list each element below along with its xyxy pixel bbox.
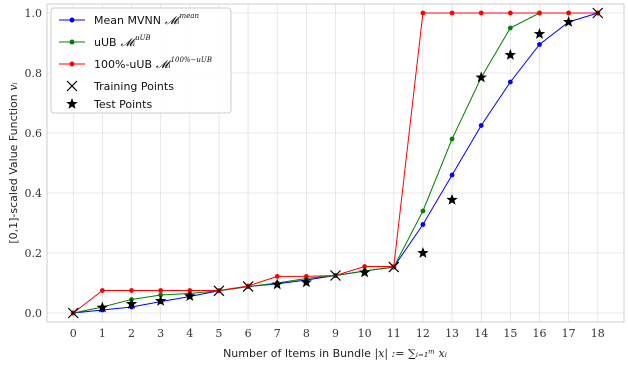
training-point xyxy=(242,281,254,293)
y-tick-label: 0.0 xyxy=(25,307,43,320)
point-uub xyxy=(507,25,513,31)
legend-label-100-uub: 100%-uUB 𝓜ᵢ100%−uUB xyxy=(94,56,212,71)
point-mean-mvnn xyxy=(478,123,484,128)
legend-label-mean-mvnn: Mean MVNN 𝓜ᵢmean xyxy=(94,12,199,27)
x-axis-label: Number of Items in Bundle |x| := ∑ᵢ₌₁ᵐ x… xyxy=(223,347,447,361)
y-tick-label: 0.4 xyxy=(25,187,43,200)
y-tick-label: 0.2 xyxy=(25,247,43,260)
legend-label-test-points: Test Points xyxy=(93,98,152,111)
x-tick-label: 13 xyxy=(445,327,459,340)
x-tick-label: 15 xyxy=(503,327,517,340)
x-tick-label: 18 xyxy=(591,327,605,340)
point-100-uub xyxy=(420,10,426,16)
training-point xyxy=(330,270,341,281)
x-tick-label: 7 xyxy=(274,327,281,340)
x-tick-label: 16 xyxy=(532,327,546,340)
x-tick-label: 11 xyxy=(387,327,401,340)
y-axis-label: [0,1]-scaled Value Function vᵢ xyxy=(7,82,20,243)
x-tick-label: 17 xyxy=(562,327,576,340)
legend-marker-100-uub xyxy=(69,61,75,67)
legend-item-mean-mvnn: Mean MVNN 𝓜ᵢmean xyxy=(59,12,199,27)
point-100-uub xyxy=(158,288,164,293)
y-tick-label: 0.6 xyxy=(25,127,43,140)
legend-marker-mean-mvnn xyxy=(69,17,75,23)
point-100-uub xyxy=(478,10,484,16)
legend-item-training-points: Training Points xyxy=(66,80,174,93)
test-point xyxy=(154,295,167,306)
x-tick-label: 14 xyxy=(474,327,488,340)
y-tick-label: 0.8 xyxy=(25,67,43,80)
point-mean-mvnn xyxy=(537,42,542,47)
x-tick-label: 10 xyxy=(358,327,372,340)
point-mean-mvnn xyxy=(449,172,455,178)
legend-marker-training-points xyxy=(66,80,78,92)
x-tick-label: 3 xyxy=(157,327,164,340)
legend: Mean MVNN 𝓜ᵢmean uUB 𝓜ᵢuUB 100%-uUB 𝓜ᵢ100%−… xyxy=(50,7,232,114)
legend-item-uub: uUB 𝓜ᵢuUB xyxy=(59,34,151,49)
x-tick-labels: 0 1 2 3 4 5 6 7 8 9 10 11 12 13 14 15 16 17 18 xyxy=(70,327,605,340)
point-uub xyxy=(158,292,164,298)
test-point xyxy=(562,16,575,27)
point-100-uub xyxy=(566,10,572,16)
training-point xyxy=(388,261,400,273)
point-100-uub xyxy=(362,264,368,269)
test-point xyxy=(358,266,371,278)
test-point xyxy=(271,278,283,290)
legend-marker-test-points xyxy=(66,98,78,109)
test-point xyxy=(125,298,138,309)
x-tick-label: 5 xyxy=(215,327,222,340)
x-tick-label: 9 xyxy=(332,327,339,340)
test-point xyxy=(96,301,109,313)
training-point xyxy=(592,7,604,19)
x-tick-label: 2 xyxy=(128,327,135,340)
point-100-uub xyxy=(507,10,513,16)
plot-frame xyxy=(46,3,625,323)
point-uub xyxy=(420,208,426,214)
legend-item-100-uub: 100%-uUB 𝓜ᵢ100%−uUB xyxy=(59,56,212,71)
markers xyxy=(67,7,604,319)
legend-label-uub: uUB 𝓜ᵢuUB xyxy=(94,34,151,49)
legend-box xyxy=(50,7,232,114)
point-uub xyxy=(449,136,455,142)
point-mean-mvnn xyxy=(507,79,513,85)
test-point xyxy=(184,290,196,302)
training-point xyxy=(213,285,225,297)
x-tick-label: 1 xyxy=(99,327,106,340)
point-100-uub xyxy=(99,288,105,293)
x-tick-label: 0 xyxy=(70,327,77,340)
point-mean-mvnn xyxy=(420,222,426,227)
x-tick-label: 6 xyxy=(245,327,252,340)
point-100-uub xyxy=(449,10,455,16)
test-point xyxy=(533,28,546,39)
legend-label-training-points: Training Points xyxy=(93,80,174,93)
x-tick-label: 8 xyxy=(303,327,310,340)
point-100-uub xyxy=(129,288,134,293)
test-point xyxy=(504,49,517,60)
legend-item-test-points: Test Points xyxy=(66,98,152,111)
test-point xyxy=(475,71,487,83)
x-tick-label: 12 xyxy=(416,327,430,340)
legend-marker-uub xyxy=(69,39,75,45)
x-tick-label: 4 xyxy=(186,327,193,340)
y-tick-label: 1.0 xyxy=(25,7,43,20)
y-tick-labels: 0.0 0.2 0.4 0.6 0.8 1.0 xyxy=(25,7,43,320)
test-point xyxy=(446,193,458,205)
point-100-uub xyxy=(537,10,542,16)
point-100-uub xyxy=(303,274,309,279)
training-point xyxy=(67,307,79,319)
test-point xyxy=(417,247,429,258)
test-point xyxy=(300,276,313,288)
point-100-uub xyxy=(274,274,280,279)
